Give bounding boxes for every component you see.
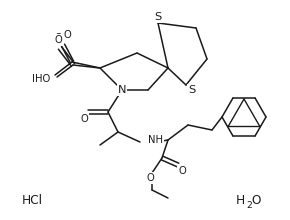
- Text: O: O: [80, 114, 88, 124]
- Text: O: O: [54, 35, 62, 45]
- Text: HO: HO: [35, 74, 51, 84]
- Text: O: O: [178, 166, 186, 176]
- Text: NH: NH: [148, 135, 163, 145]
- Text: O: O: [54, 33, 62, 43]
- Text: S: S: [154, 12, 162, 22]
- Text: N: N: [118, 85, 126, 95]
- Text: O: O: [146, 173, 154, 183]
- Text: S: S: [188, 85, 196, 95]
- Text: HO: HO: [32, 74, 47, 84]
- Text: O: O: [63, 30, 71, 40]
- Text: HCl: HCl: [22, 194, 43, 207]
- Text: O: O: [251, 194, 260, 207]
- Text: 2: 2: [246, 200, 252, 209]
- Text: H: H: [236, 194, 245, 207]
